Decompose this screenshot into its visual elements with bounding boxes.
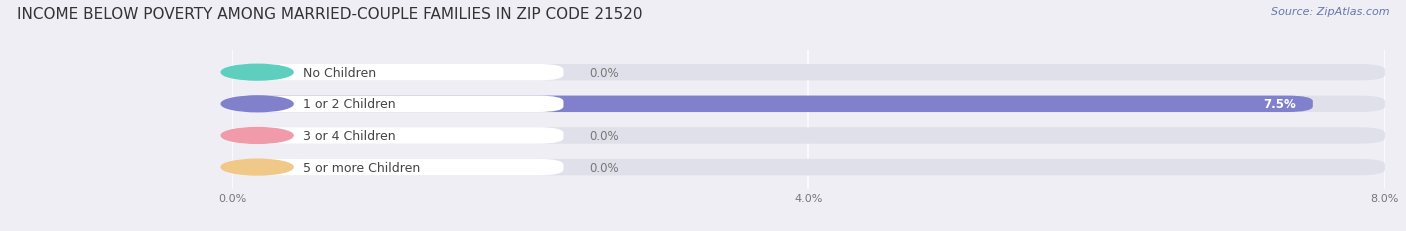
- Circle shape: [221, 65, 292, 81]
- FancyBboxPatch shape: [232, 65, 1385, 81]
- FancyBboxPatch shape: [232, 159, 1385, 176]
- Circle shape: [221, 97, 292, 112]
- FancyBboxPatch shape: [225, 159, 564, 176]
- FancyBboxPatch shape: [232, 96, 1313, 112]
- Text: No Children: No Children: [304, 66, 377, 79]
- FancyBboxPatch shape: [232, 128, 1385, 144]
- Text: 0.0%: 0.0%: [589, 161, 619, 174]
- FancyBboxPatch shape: [232, 96, 1385, 112]
- FancyBboxPatch shape: [225, 65, 564, 81]
- Text: 1 or 2 Children: 1 or 2 Children: [304, 98, 396, 111]
- Text: INCOME BELOW POVERTY AMONG MARRIED-COUPLE FAMILIES IN ZIP CODE 21520: INCOME BELOW POVERTY AMONG MARRIED-COUPL…: [17, 7, 643, 22]
- FancyBboxPatch shape: [225, 128, 564, 144]
- FancyBboxPatch shape: [225, 96, 564, 112]
- Circle shape: [221, 128, 292, 144]
- Text: 0.0%: 0.0%: [589, 129, 619, 142]
- Text: 0.0%: 0.0%: [589, 66, 619, 79]
- Text: 7.5%: 7.5%: [1263, 98, 1295, 111]
- Text: 3 or 4 Children: 3 or 4 Children: [304, 129, 396, 142]
- Text: 5 or more Children: 5 or more Children: [304, 161, 420, 174]
- Text: Source: ZipAtlas.com: Source: ZipAtlas.com: [1271, 7, 1389, 17]
- Circle shape: [221, 160, 292, 175]
